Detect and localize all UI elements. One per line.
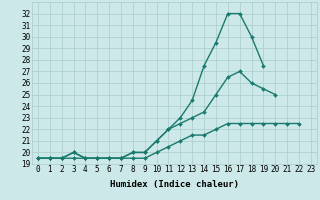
X-axis label: Humidex (Indice chaleur): Humidex (Indice chaleur) [110,180,239,189]
